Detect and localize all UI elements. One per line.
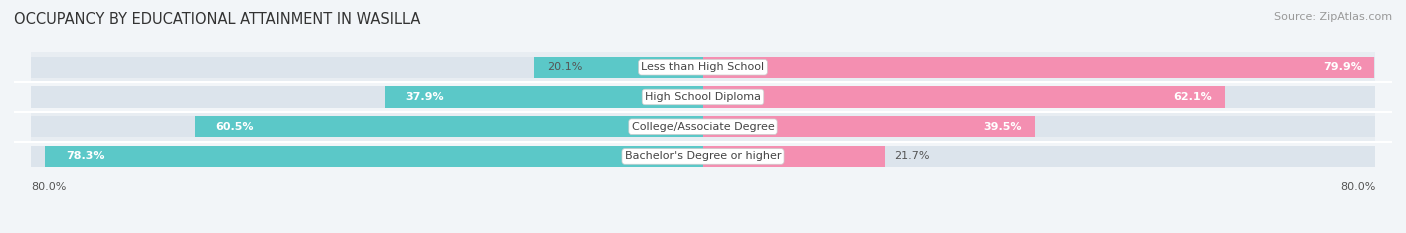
Bar — [703, 86, 1375, 108]
Text: 60.5%: 60.5% — [215, 122, 254, 132]
Bar — [31, 116, 703, 137]
Text: College/Associate Degree: College/Associate Degree — [631, 122, 775, 132]
Bar — [703, 146, 1375, 167]
Bar — [703, 146, 886, 167]
Text: 78.3%: 78.3% — [66, 151, 104, 161]
Bar — [703, 116, 1035, 137]
Text: 80.0%: 80.0% — [1340, 182, 1375, 192]
Text: High School Diploma: High School Diploma — [645, 92, 761, 102]
Text: 79.9%: 79.9% — [1323, 62, 1361, 72]
Bar — [703, 57, 1374, 78]
FancyBboxPatch shape — [31, 112, 1375, 142]
Text: 62.1%: 62.1% — [1174, 92, 1212, 102]
Text: OCCUPANCY BY EDUCATIONAL ATTAINMENT IN WASILLA: OCCUPANCY BY EDUCATIONAL ATTAINMENT IN W… — [14, 12, 420, 27]
Bar — [31, 146, 703, 167]
Bar — [703, 57, 1375, 78]
Bar — [45, 146, 703, 167]
Text: 21.7%: 21.7% — [894, 151, 929, 161]
Bar — [703, 116, 1375, 137]
Text: 39.5%: 39.5% — [984, 122, 1022, 132]
Text: 20.1%: 20.1% — [547, 62, 582, 72]
Bar — [31, 57, 703, 78]
Bar — [194, 116, 703, 137]
Bar — [703, 86, 1225, 108]
FancyBboxPatch shape — [31, 52, 1375, 82]
FancyBboxPatch shape — [31, 142, 1375, 171]
Bar — [534, 57, 703, 78]
Text: Bachelor's Degree or higher: Bachelor's Degree or higher — [624, 151, 782, 161]
Text: Less than High School: Less than High School — [641, 62, 765, 72]
FancyBboxPatch shape — [31, 82, 1375, 112]
Bar — [385, 86, 703, 108]
Text: 80.0%: 80.0% — [31, 182, 66, 192]
Text: Source: ZipAtlas.com: Source: ZipAtlas.com — [1274, 12, 1392, 22]
Bar — [31, 86, 703, 108]
Text: 37.9%: 37.9% — [405, 92, 444, 102]
